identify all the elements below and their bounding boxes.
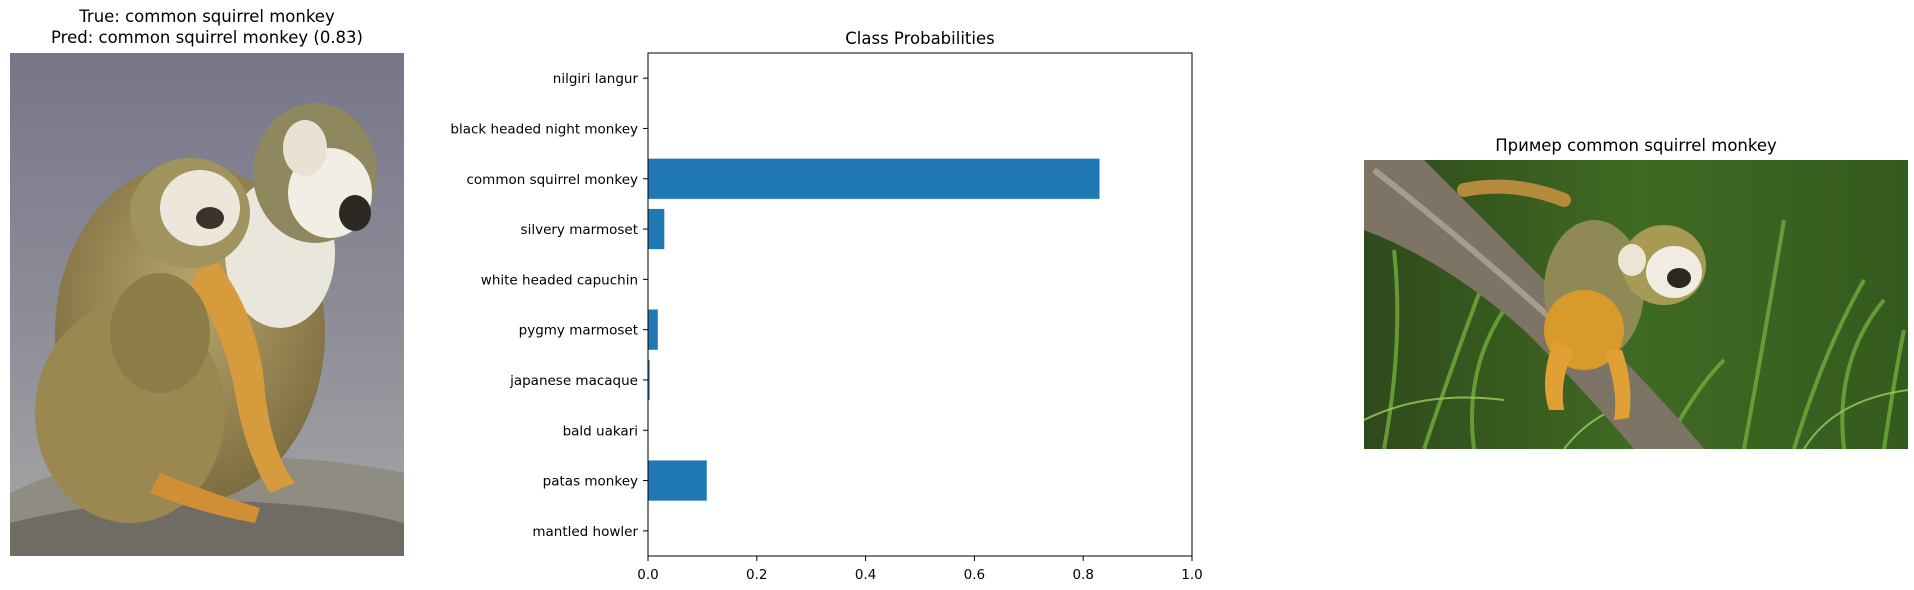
right-title: Пример common squirrel monkey — [1495, 136, 1777, 155]
example-class-photo — [1364, 160, 1908, 449]
left-title-line1: True: common squirrel monkey — [79, 7, 335, 26]
x-ticks: 0.0 0.2 0.4 0.6 0.8 1.0 — [637, 556, 1203, 583]
chart-title: Class Probabilities — [845, 29, 994, 48]
y-tick-label: mantled howler — [532, 524, 638, 540]
y-tick-label: common squirrel monkey — [466, 172, 638, 188]
x-tick-label: 0.4 — [855, 567, 876, 583]
x-tick-label: 0.6 — [964, 567, 985, 583]
y-tick-label: japanese macaque — [509, 373, 638, 389]
x-tick-label: 0.8 — [1072, 567, 1093, 583]
plot-frame — [647, 52, 1193, 557]
left-title-line2: Pred: common squirrel monkey (0.83) — [51, 28, 363, 47]
y-ticks: nilgiri langur black headed night monkey c… — [450, 71, 648, 540]
x-tick-label: 0.2 — [746, 567, 767, 583]
bar-patas-monkey — [648, 460, 707, 501]
y-tick-label: nilgiri langur — [553, 71, 639, 87]
bar-pygmy-marmoset — [648, 309, 658, 350]
bars-group — [648, 158, 1100, 501]
bar-japanese-macaque — [648, 359, 650, 401]
y-tick-label: pygmy marmoset — [519, 323, 638, 339]
y-tick-label: silvery marmoset — [521, 222, 638, 238]
x-tick-label: 0.0 — [637, 567, 658, 583]
y-tick-label: white headed capuchin — [481, 272, 638, 288]
y-tick-label: black headed night monkey — [450, 121, 638, 137]
bar-silvery-marmoset — [648, 208, 665, 250]
true-class-photo — [10, 53, 404, 556]
y-tick-label: patas monkey — [543, 474, 638, 490]
y-tick-label: bald uakari — [563, 423, 638, 439]
bar-common-squirrel-monkey — [648, 158, 1100, 199]
x-tick-label: 1.0 — [1181, 567, 1202, 583]
